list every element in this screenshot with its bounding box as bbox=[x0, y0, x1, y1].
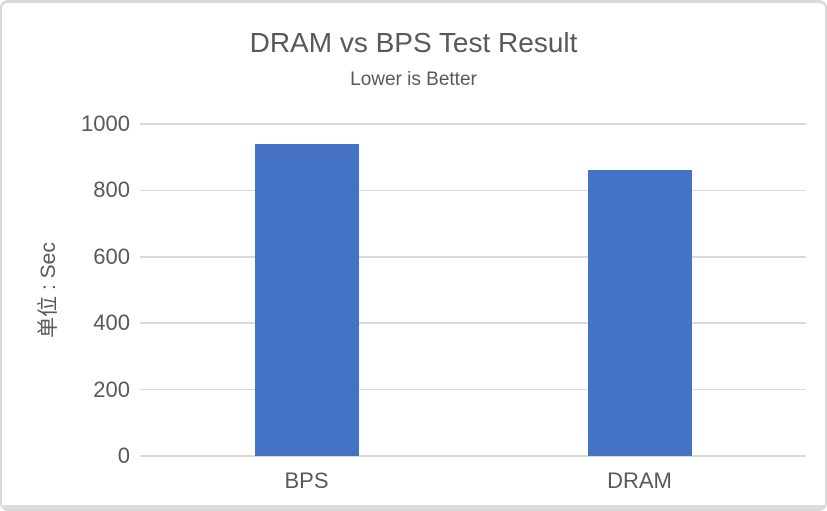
y-tick-label: 200 bbox=[93, 376, 130, 402]
y-tick-label: 400 bbox=[93, 310, 130, 336]
y-tick-label: 600 bbox=[93, 243, 130, 269]
y-tick-label: 0 bbox=[117, 443, 130, 468]
x-category-label-dram: DRAM bbox=[607, 468, 672, 493]
gridline bbox=[140, 189, 806, 192]
chart-subtitle: Lower is Better bbox=[350, 69, 477, 90]
plot-area bbox=[140, 123, 806, 457]
y-tick-label: 1000 bbox=[81, 111, 130, 136]
frame-bottom-edge bbox=[2, 505, 825, 509]
x-category-label-bps: BPS bbox=[284, 468, 329, 493]
chart-title: DRAM vs BPS Test Result bbox=[249, 27, 578, 58]
x-axis-line bbox=[140, 455, 806, 457]
gridline bbox=[140, 322, 806, 324]
bar-dram bbox=[587, 170, 692, 456]
y-tick-label: 800 bbox=[93, 177, 130, 203]
gridline bbox=[140, 123, 806, 125]
bar-bps bbox=[254, 143, 359, 456]
gridline bbox=[140, 256, 806, 258]
gridline bbox=[140, 388, 806, 391]
